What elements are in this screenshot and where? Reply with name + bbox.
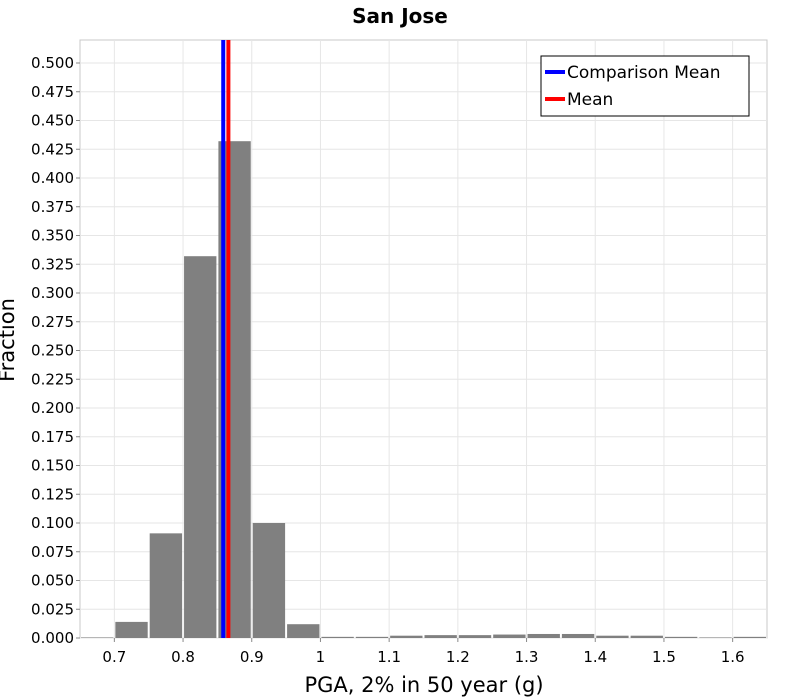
y-tick-label: 0.100 bbox=[31, 514, 74, 532]
x-tick-label: 1.5 bbox=[652, 648, 676, 666]
legend-label-comparison-mean: Comparison Mean bbox=[567, 63, 721, 83]
histogram-bar bbox=[527, 633, 560, 638]
x-tick-label: 0.9 bbox=[240, 648, 264, 666]
histogram-bars bbox=[81, 141, 766, 638]
legend: Comparison Mean Mean bbox=[540, 55, 750, 117]
y-tick-label: 0.450 bbox=[31, 112, 74, 130]
x-tick-label: 1 bbox=[316, 648, 326, 666]
histogram-bar bbox=[699, 637, 732, 638]
histogram-bar bbox=[733, 636, 766, 638]
histogram-bar bbox=[424, 635, 457, 638]
histogram-bar bbox=[149, 533, 183, 638]
x-tick-label: 1.1 bbox=[377, 648, 401, 666]
y-tick-label: 0.000 bbox=[31, 629, 74, 647]
y-tick-label: 0.150 bbox=[31, 457, 74, 475]
y-tick-label: 0.175 bbox=[31, 428, 74, 446]
histogram-bar bbox=[355, 636, 389, 638]
x-tick-label: 1.4 bbox=[583, 648, 607, 666]
y-tick-label: 0.075 bbox=[31, 543, 74, 561]
chart-title: San Jose bbox=[352, 4, 448, 28]
y-tick-label: 0.475 bbox=[31, 83, 74, 101]
histogram-bar bbox=[81, 637, 114, 638]
y-tick-label: 0.200 bbox=[31, 399, 74, 417]
y-tick-label: 0.275 bbox=[31, 313, 74, 331]
y-tick-label: 0.375 bbox=[31, 198, 74, 216]
y-tick-label: 0.325 bbox=[31, 255, 74, 273]
x-tick-label: 1.2 bbox=[446, 648, 470, 666]
y-axis: 0.000 0.025 0.050 0.075 0.100 0.125 0.150 0.175… bbox=[31, 54, 80, 647]
x-tick-label: 1.3 bbox=[515, 648, 539, 666]
mean-lines bbox=[221, 40, 231, 638]
y-tick-label: 0.025 bbox=[31, 600, 74, 618]
y-tick-label: 0.250 bbox=[31, 342, 74, 360]
histogram-bar bbox=[493, 634, 526, 638]
histogram-bar bbox=[390, 635, 423, 638]
x-axis: 0.7 0.8 0.9 1 1.1 1.2 1.3 1.4 1.5 1.6 bbox=[102, 638, 745, 666]
y-tick-label: 0.425 bbox=[31, 140, 74, 158]
x-tick-label: 0.7 bbox=[102, 648, 126, 666]
histogram-bar bbox=[630, 635, 663, 638]
y-tick-label: 0.350 bbox=[31, 227, 74, 245]
y-tick-label: 0.400 bbox=[31, 169, 74, 187]
y-tick-label: 0.300 bbox=[31, 284, 74, 302]
histogram-bar bbox=[664, 636, 698, 638]
histogram-bar bbox=[596, 635, 629, 638]
x-tick-label: 1.6 bbox=[721, 648, 745, 666]
histogram-bar bbox=[287, 624, 320, 638]
histogram-bar bbox=[458, 635, 492, 638]
legend-box bbox=[540, 55, 750, 117]
x-tick-label: 0.8 bbox=[171, 648, 195, 666]
legend-label-mean: Mean bbox=[567, 90, 613, 110]
x-axis-label: PGA, 2% in 50 year (g) bbox=[304, 673, 543, 697]
histogram-bar bbox=[184, 256, 217, 638]
y-tick-label: 0.500 bbox=[31, 54, 74, 72]
histogram-bar bbox=[561, 633, 595, 638]
histogram-bar bbox=[321, 636, 354, 638]
y-tick-label: 0.225 bbox=[31, 370, 74, 388]
histogram-bar bbox=[115, 621, 148, 638]
histogram-bar bbox=[252, 523, 286, 638]
y-tick-label: 0.050 bbox=[31, 572, 74, 590]
y-tick-label: 0.125 bbox=[31, 485, 74, 503]
y-axis-label: Fraction bbox=[0, 298, 19, 382]
